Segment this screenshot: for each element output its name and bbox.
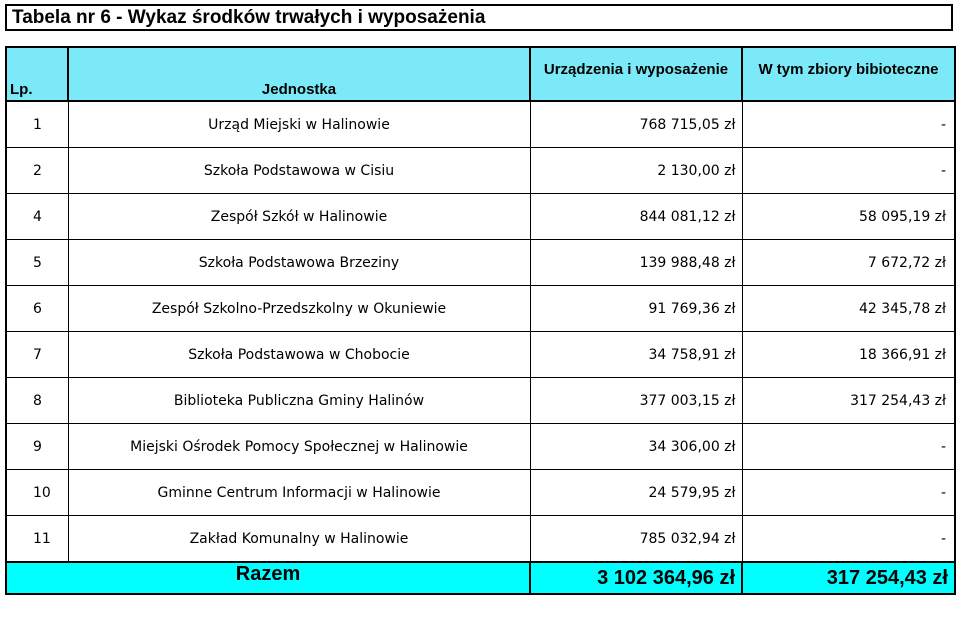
row-unit: Urząd Miejski w Halinowie (67, 101, 531, 148)
row-library: - (741, 101, 956, 148)
row-equipment: 91 769,36 zł (529, 285, 743, 332)
table-row: 7 Szkoła Podstawowa w Chobocie 34 758,91… (5, 331, 956, 378)
row-equipment: 768 715,05 zł (529, 101, 743, 148)
row-lp: 7 (5, 331, 69, 378)
table-row: 1 Urząd Miejski w Halinowie 768 715,05 z… (5, 101, 956, 148)
row-lp: 1 (5, 101, 69, 148)
row-unit: Miejski Ośrodek Pomocy Społecznej w Hali… (67, 423, 531, 470)
header-unit: Jednostka (67, 46, 531, 102)
table-row: 2 Szkoła Podstawowa w Cisiu 2 130,00 zł … (5, 147, 956, 194)
row-unit: Szkoła Podstawowa w Chobocie (67, 331, 531, 378)
row-library: 42 345,78 zł (741, 285, 956, 332)
row-lp: 5 (5, 239, 69, 286)
row-equipment: 34 306,00 zł (529, 423, 743, 470)
row-equipment: 785 032,94 zł (529, 515, 743, 563)
header-row: Lp. Jednostka Urządzenia i wyposażenie W… (5, 46, 956, 102)
row-lp: 11 (5, 515, 69, 563)
row-equipment: 2 130,00 zł (529, 147, 743, 194)
header-lp: Lp. (5, 46, 69, 102)
row-library: 317 254,43 zł (741, 377, 956, 424)
header-library: W tym zbiory bibioteczne (741, 46, 956, 102)
table-row: 8 Biblioteka Publiczna Gminy Halinów 377… (5, 377, 956, 424)
row-unit: Gminne Centrum Informacji w Halinowie (67, 469, 531, 516)
total-label: Razem (5, 561, 531, 595)
row-equipment: 24 579,95 zł (529, 469, 743, 516)
row-equipment: 844 081,12 zł (529, 193, 743, 240)
table-title: Tabela nr 6 - Wykaz środków trwałych i w… (5, 4, 953, 31)
table-row: 10 Gminne Centrum Informacji w Halinowie… (5, 469, 956, 516)
row-unit: Zakład Komunalny w Halinowie (67, 515, 531, 563)
row-unit: Zespół Szkolno-Przedszkolny w Okuniewie (67, 285, 531, 332)
table-row: 9 Miejski Ośrodek Pomocy Społecznej w Ha… (5, 423, 956, 470)
row-equipment: 377 003,15 zł (529, 377, 743, 424)
row-unit: Szkoła Podstawowa w Cisiu (67, 147, 531, 194)
row-equipment: 34 758,91 zł (529, 331, 743, 378)
row-library: 7 672,72 zł (741, 239, 956, 286)
row-unit: Zespół Szkół w Halinowie (67, 193, 531, 240)
table-row: 5 Szkoła Podstawowa Brzeziny 139 988,48 … (5, 239, 956, 286)
header-equipment: Urządzenia i wyposażenie (529, 46, 743, 102)
row-library: - (741, 515, 956, 563)
row-library: - (741, 147, 956, 194)
row-equipment: 139 988,48 zł (529, 239, 743, 286)
row-lp: 9 (5, 423, 69, 470)
table-row: 4 Zespół Szkół w Halinowie 844 081,12 zł… (5, 193, 956, 240)
row-unit: Szkoła Podstawowa Brzeziny (67, 239, 531, 286)
total-equipment: 3 102 364,96 zł (529, 561, 743, 595)
table-row: 11 Zakład Komunalny w Halinowie 785 032,… (5, 515, 956, 563)
row-unit: Biblioteka Publiczna Gminy Halinów (67, 377, 531, 424)
total-library: 317 254,43 zł (741, 561, 956, 595)
total-row: Razem 3 102 364,96 zł 317 254,43 zł (5, 561, 956, 595)
row-lp: 10 (5, 469, 69, 516)
row-library: - (741, 469, 956, 516)
row-lp: 4 (5, 193, 69, 240)
row-lp: 8 (5, 377, 69, 424)
row-library: 18 366,91 zł (741, 331, 956, 378)
table-row: 6 Zespół Szkolno-Przedszkolny w Okuniewi… (5, 285, 956, 332)
row-lp: 2 (5, 147, 69, 194)
row-library: 58 095,19 zł (741, 193, 956, 240)
row-library: - (741, 423, 956, 470)
fixed-assets-table: Lp. Jednostka Urządzenia i wyposażenie W… (5, 46, 956, 595)
row-lp: 6 (5, 285, 69, 332)
